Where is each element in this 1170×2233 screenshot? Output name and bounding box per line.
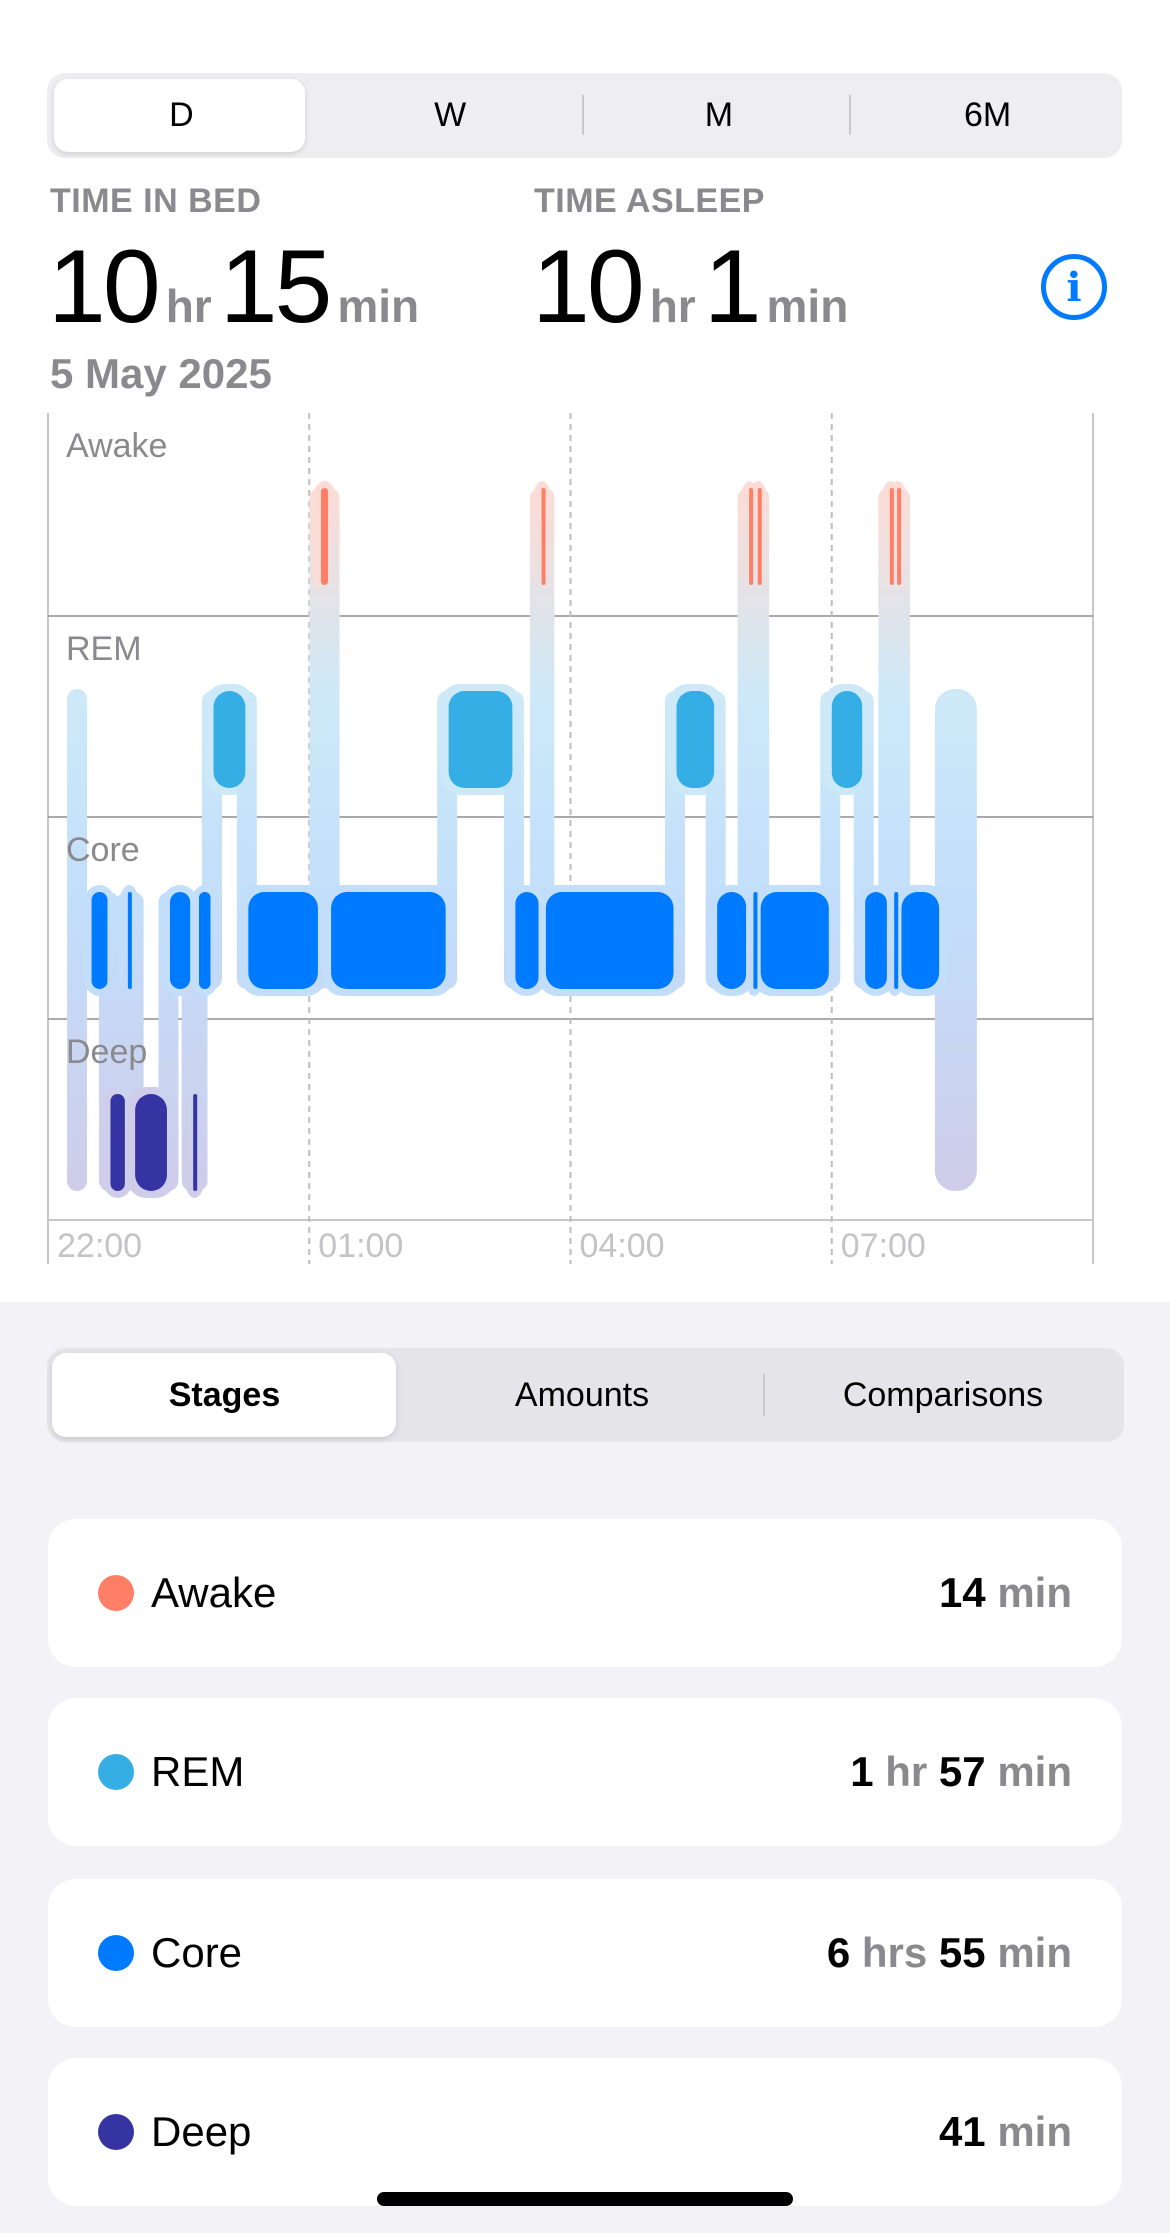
x-tick-label: 01:00 — [318, 1227, 403, 1265]
date-label: 5 May 2025 — [50, 350, 272, 397]
stage-label: Awake — [151, 1569, 277, 1616]
segment-core — [515, 892, 539, 989]
minutes: 1 — [703, 229, 762, 345]
row-label-core: Core — [66, 831, 140, 869]
x-tick-label: 22:00 — [57, 1227, 142, 1265]
hours-unit: hr — [649, 280, 696, 332]
segment-core — [753, 892, 758, 989]
segment-core — [127, 892, 132, 989]
segment-core — [91, 892, 108, 989]
segment-rem — [676, 691, 715, 788]
segment-awake — [320, 488, 329, 585]
segment-core — [717, 892, 747, 989]
tab-month[interactable]: M — [704, 96, 734, 134]
segment-core — [901, 892, 940, 989]
duration-unit: hr — [873, 1748, 928, 1795]
x-tick-label: 07:00 — [841, 1227, 926, 1265]
stage-duration: 14 min — [939, 1569, 1072, 1617]
row-label-awake: Awake — [66, 427, 167, 465]
duration-unit: hrs — [850, 1929, 928, 1976]
selected-indicator — [52, 1353, 396, 1437]
segment-deep — [110, 1094, 125, 1191]
row-label-rem: REM — [66, 630, 142, 668]
duration-number: 57 — [927, 1748, 986, 1795]
duration-number: 55 — [927, 1929, 986, 1976]
home-indicator[interactable] — [377, 2192, 793, 2206]
segment-deep — [135, 1094, 167, 1191]
transition-connector — [749, 488, 770, 989]
tab-day[interactable]: D — [169, 96, 194, 134]
stage-label: REM — [151, 1748, 245, 1795]
in-bed-end-marker — [934, 689, 977, 1191]
duration-number: 41 — [938, 2108, 986, 2155]
stage-label: Deep — [151, 2108, 252, 2155]
hours-unit: hr — [165, 280, 212, 332]
transition-connector — [534, 488, 555, 989]
stage-row-awake[interactable]: Awake 14 min — [48, 1519, 1122, 1667]
duration-unit: min — [985, 1569, 1072, 1616]
segment-core — [894, 892, 899, 989]
transition-connector — [889, 488, 910, 989]
stage-duration: 6 hrs 55 min — [827, 1929, 1072, 1977]
time-asleep-value: 10 hr1 min — [532, 228, 856, 347]
stage-label: Core — [151, 1929, 243, 1976]
x-tick-label: 04:00 — [580, 1227, 665, 1265]
tab-stages[interactable]: Stages — [168, 1375, 281, 1414]
segment-awake — [757, 488, 762, 585]
tab-week[interactable]: W — [434, 96, 467, 134]
duration-number: 14 — [938, 1569, 986, 1616]
transition-connector — [319, 488, 340, 989]
stage-color-dot — [98, 1935, 134, 1971]
segment-awake — [889, 488, 894, 585]
segment-rem — [213, 691, 246, 788]
stage-color-dot — [98, 1754, 134, 1790]
selected-indicator — [54, 79, 305, 152]
duration-unit: min — [985, 1929, 1072, 1976]
segment-awake — [749, 488, 754, 585]
divider — [763, 1374, 765, 1416]
sleep-stages-chart: 22:00 01:00 04:00 07:00 Awake REM Core Deep — [47, 413, 1094, 1265]
tab-amounts[interactable]: Amounts — [514, 1375, 650, 1414]
time-in-bed-value: 10 hr15 min — [48, 228, 427, 347]
stage-color-dot — [98, 2114, 134, 2150]
stage-color-dot — [98, 1575, 134, 1611]
minutes: 15 — [219, 229, 333, 345]
duration-number: 6 — [826, 1929, 851, 1976]
duration-unit: min — [985, 2108, 1072, 2155]
segment-deep — [193, 1094, 198, 1191]
segment-core — [248, 892, 318, 989]
segment-core — [760, 892, 829, 989]
segment-core — [169, 892, 191, 989]
info-circle-icon[interactable]: i — [1041, 254, 1107, 320]
minutes-unit: min — [337, 280, 420, 332]
hours: 10 — [532, 229, 645, 345]
hours: 10 — [48, 229, 161, 345]
time-asleep-label: TIME ASLEEP — [534, 182, 765, 220]
segment-awake — [897, 488, 902, 585]
stage-duration: 41 min — [939, 2108, 1072, 2156]
segment-core — [331, 892, 446, 989]
duration-number: 1 — [850, 1748, 874, 1795]
segment-awake — [541, 488, 546, 585]
tab-6-months[interactable]: 6M — [964, 96, 1012, 134]
tab-comparisons[interactable]: Comparisons — [842, 1375, 1044, 1414]
view-segmented-control: Stages Amounts Comparisons — [47, 1348, 1124, 1442]
segment-rem — [831, 691, 863, 788]
duration-unit: min — [985, 1748, 1072, 1795]
time-in-bed-label: TIME IN BED — [50, 182, 262, 220]
stage-duration: 1 hr 57 min — [850, 1748, 1072, 1796]
divider — [582, 95, 584, 135]
stage-row-core[interactable]: Core 6 hrs 55 min — [48, 1879, 1122, 2027]
stage-row-rem[interactable]: REM 1 hr 57 min — [48, 1698, 1122, 1846]
segment-rem — [448, 691, 513, 788]
range-segmented-control: D W M 6M — [47, 73, 1122, 158]
minutes-unit: min — [766, 280, 849, 332]
stage-row-deep[interactable]: Deep 41 min — [48, 2058, 1122, 2206]
segment-core — [865, 892, 887, 989]
row-label-deep: Deep — [66, 1033, 147, 1071]
segment-core — [198, 892, 211, 989]
segment-core — [545, 892, 674, 989]
divider — [849, 95, 851, 135]
in-bed-start-marker — [67, 689, 88, 1191]
